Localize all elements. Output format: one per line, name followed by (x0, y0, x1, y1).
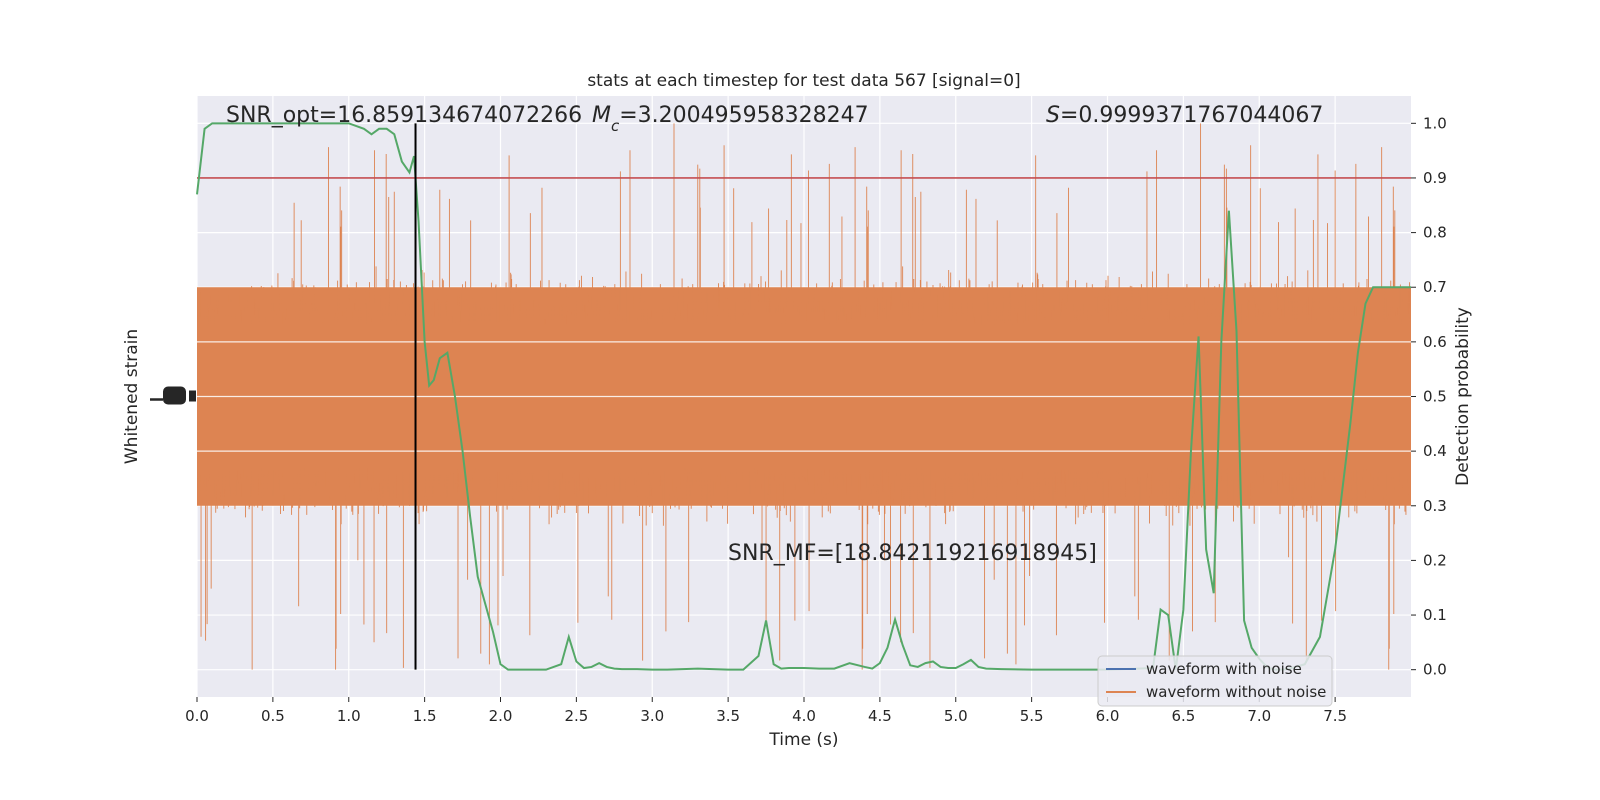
x-tick-label: 5.5 (1020, 707, 1044, 725)
right-tick-label: 0.3 (1423, 497, 1447, 515)
right-tick-label: 0.4 (1423, 442, 1447, 460)
x-tick-label: 2.0 (489, 707, 513, 725)
x-tick-label: 0.0 (185, 707, 209, 725)
right-y-axis-label: Detection probability (1453, 307, 1473, 486)
right-tick-label: 0.0 (1423, 661, 1447, 679)
detection-probability-line (196, 122, 1411, 671)
x-tick-label: 3.0 (640, 707, 664, 725)
legend: waveform with noise waveform without noi… (1097, 655, 1333, 707)
right-tick-label: 0.1 (1423, 606, 1447, 624)
x-tick-label: 6.5 (1171, 707, 1195, 725)
x-tick-label: 3.5 (716, 707, 740, 725)
s-annotation: S=0.9999371767044067 (1046, 103, 1323, 128)
x-tick-label: 7.5 (1323, 707, 1347, 725)
chirp-mass-value: =3.200495958328247 (619, 103, 868, 128)
x-tick-label: 4.0 (792, 707, 816, 725)
s-symbol: S (1046, 103, 1060, 128)
x-tick-label: 1.5 (413, 707, 437, 725)
right-axis-ticks: 0.0 0.1 0.2 0.3 0.4 0.5 0.6 0.7 0.8 0.9 1.0 (1411, 114, 1447, 679)
right-tick-label: 0.2 (1423, 551, 1447, 569)
left-tick-mark-cluster (189, 390, 196, 402)
snr-opt-annotation: SNR_opt=16.859134674072266 (226, 103, 582, 128)
s-value: =0.9999371767044067 (1060, 103, 1323, 128)
legend-box (1097, 655, 1333, 707)
left-tick-cluster (163, 386, 186, 405)
chirp-mass-symbol: M (592, 103, 611, 128)
x-tick-label: 6.0 (1096, 707, 1120, 725)
legend-label-with-noise: waveform with noise (1146, 660, 1302, 678)
chirp-mass-subscript: c (611, 117, 620, 135)
chart-title: stats at each timestep for test data 567… (587, 71, 1020, 91)
snr-mf-annotation: SNR_MF=[18.842119216918945] (728, 541, 1097, 566)
right-tick-label: 0.6 (1423, 333, 1447, 351)
x-tick-label: 2.5 (564, 707, 588, 725)
right-tick-label: 0.8 (1423, 224, 1447, 242)
x-tick-label: 7.0 (1247, 707, 1271, 725)
x-axis-label: Time (s) (768, 730, 838, 750)
x-tick-label: 0.5 (261, 707, 285, 725)
x-tick-label: 4.5 (868, 707, 892, 725)
x-axis-ticks: 0.0 0.5 1.0 1.5 2.0 2.5 3.0 3.5 4.0 4.5 5.0 5.5 6.0 6… (185, 697, 1347, 725)
noise-spikes (197, 123, 1411, 670)
right-tick-label: 0.5 (1423, 388, 1447, 406)
x-tick-label: 5.0 (944, 707, 968, 725)
legend-label-without-noise: waveform without noise (1146, 683, 1326, 701)
waveform-without-noise-series (197, 123, 1411, 670)
right-tick-label: 1.0 (1423, 114, 1447, 132)
left-y-axis-label: Whitened strain (122, 329, 142, 464)
chirp-mass-annotation: Mc=3.200495958328247 (592, 103, 869, 135)
x-tick-label: 1.0 (337, 707, 361, 725)
right-tick-label: 0.9 (1423, 169, 1447, 187)
right-tick-label: 0.7 (1423, 278, 1447, 296)
left-axis-collapsed-ticks (150, 386, 196, 405)
